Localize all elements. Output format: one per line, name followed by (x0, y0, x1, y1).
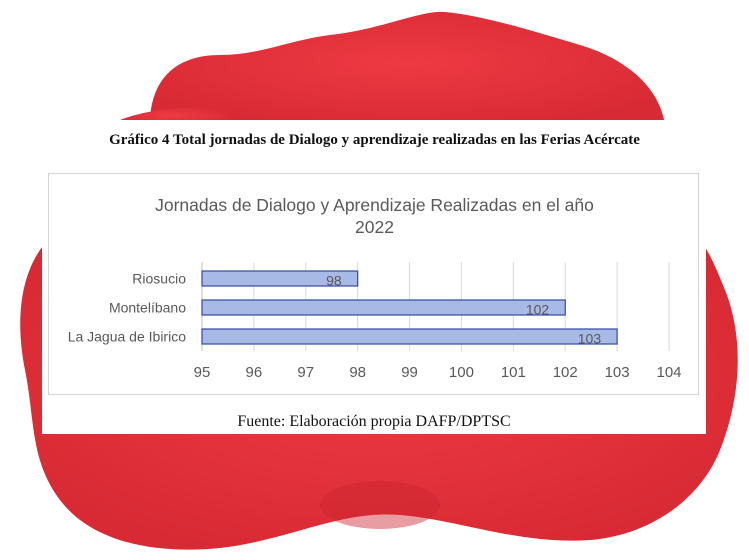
x-tick-label: 98 (349, 364, 366, 381)
x-tick-label: 102 (553, 364, 578, 381)
chart-title-line-2: 2022 (355, 217, 394, 237)
caption-band (0, 120, 749, 162)
x-tick-label: 100 (449, 364, 474, 381)
category-label: Riosucio (132, 271, 186, 287)
bar (201, 270, 359, 287)
x-tick-label: 99 (401, 364, 418, 381)
bar (201, 299, 566, 316)
chart-title-line-1: Jornadas de Dialogo y Aprendizaje Realiz… (155, 195, 594, 215)
data-label: 98 (326, 273, 342, 289)
data-label: 103 (578, 331, 602, 347)
chart-area: Jornadas de Dialogo y Aprendizaje Realiz… (48, 173, 699, 395)
x-tick-label: 104 (656, 364, 681, 381)
figure-caption: Gráfico 4 Total jornadas de Dialogo y ap… (109, 132, 640, 148)
bar-chart-svg: 95 96 97 98 99 100 101 102 103 104 Riosucio 98 Monte… (68, 262, 682, 381)
x-tick-label: 101 (501, 364, 526, 381)
data-label: 102 (526, 302, 550, 318)
category-label: Montelíbano (109, 300, 186, 316)
bar (201, 328, 618, 345)
x-tick-label: 95 (194, 364, 211, 381)
figure-source: Fuente: Elaboración propia DAFP/DPTSC (237, 413, 511, 430)
chart-title: Jornadas de Dialogo y Aprendizaje Realiz… (49, 194, 700, 238)
x-tick-label: 96 (246, 364, 263, 381)
chart-panel: Jornadas de Dialogo y Aprendizaje Realiz… (42, 170, 706, 434)
category-label: La Jagua de Ibirico (68, 329, 187, 345)
x-tick-label: 97 (297, 364, 314, 381)
x-tick-label: 103 (605, 364, 630, 381)
